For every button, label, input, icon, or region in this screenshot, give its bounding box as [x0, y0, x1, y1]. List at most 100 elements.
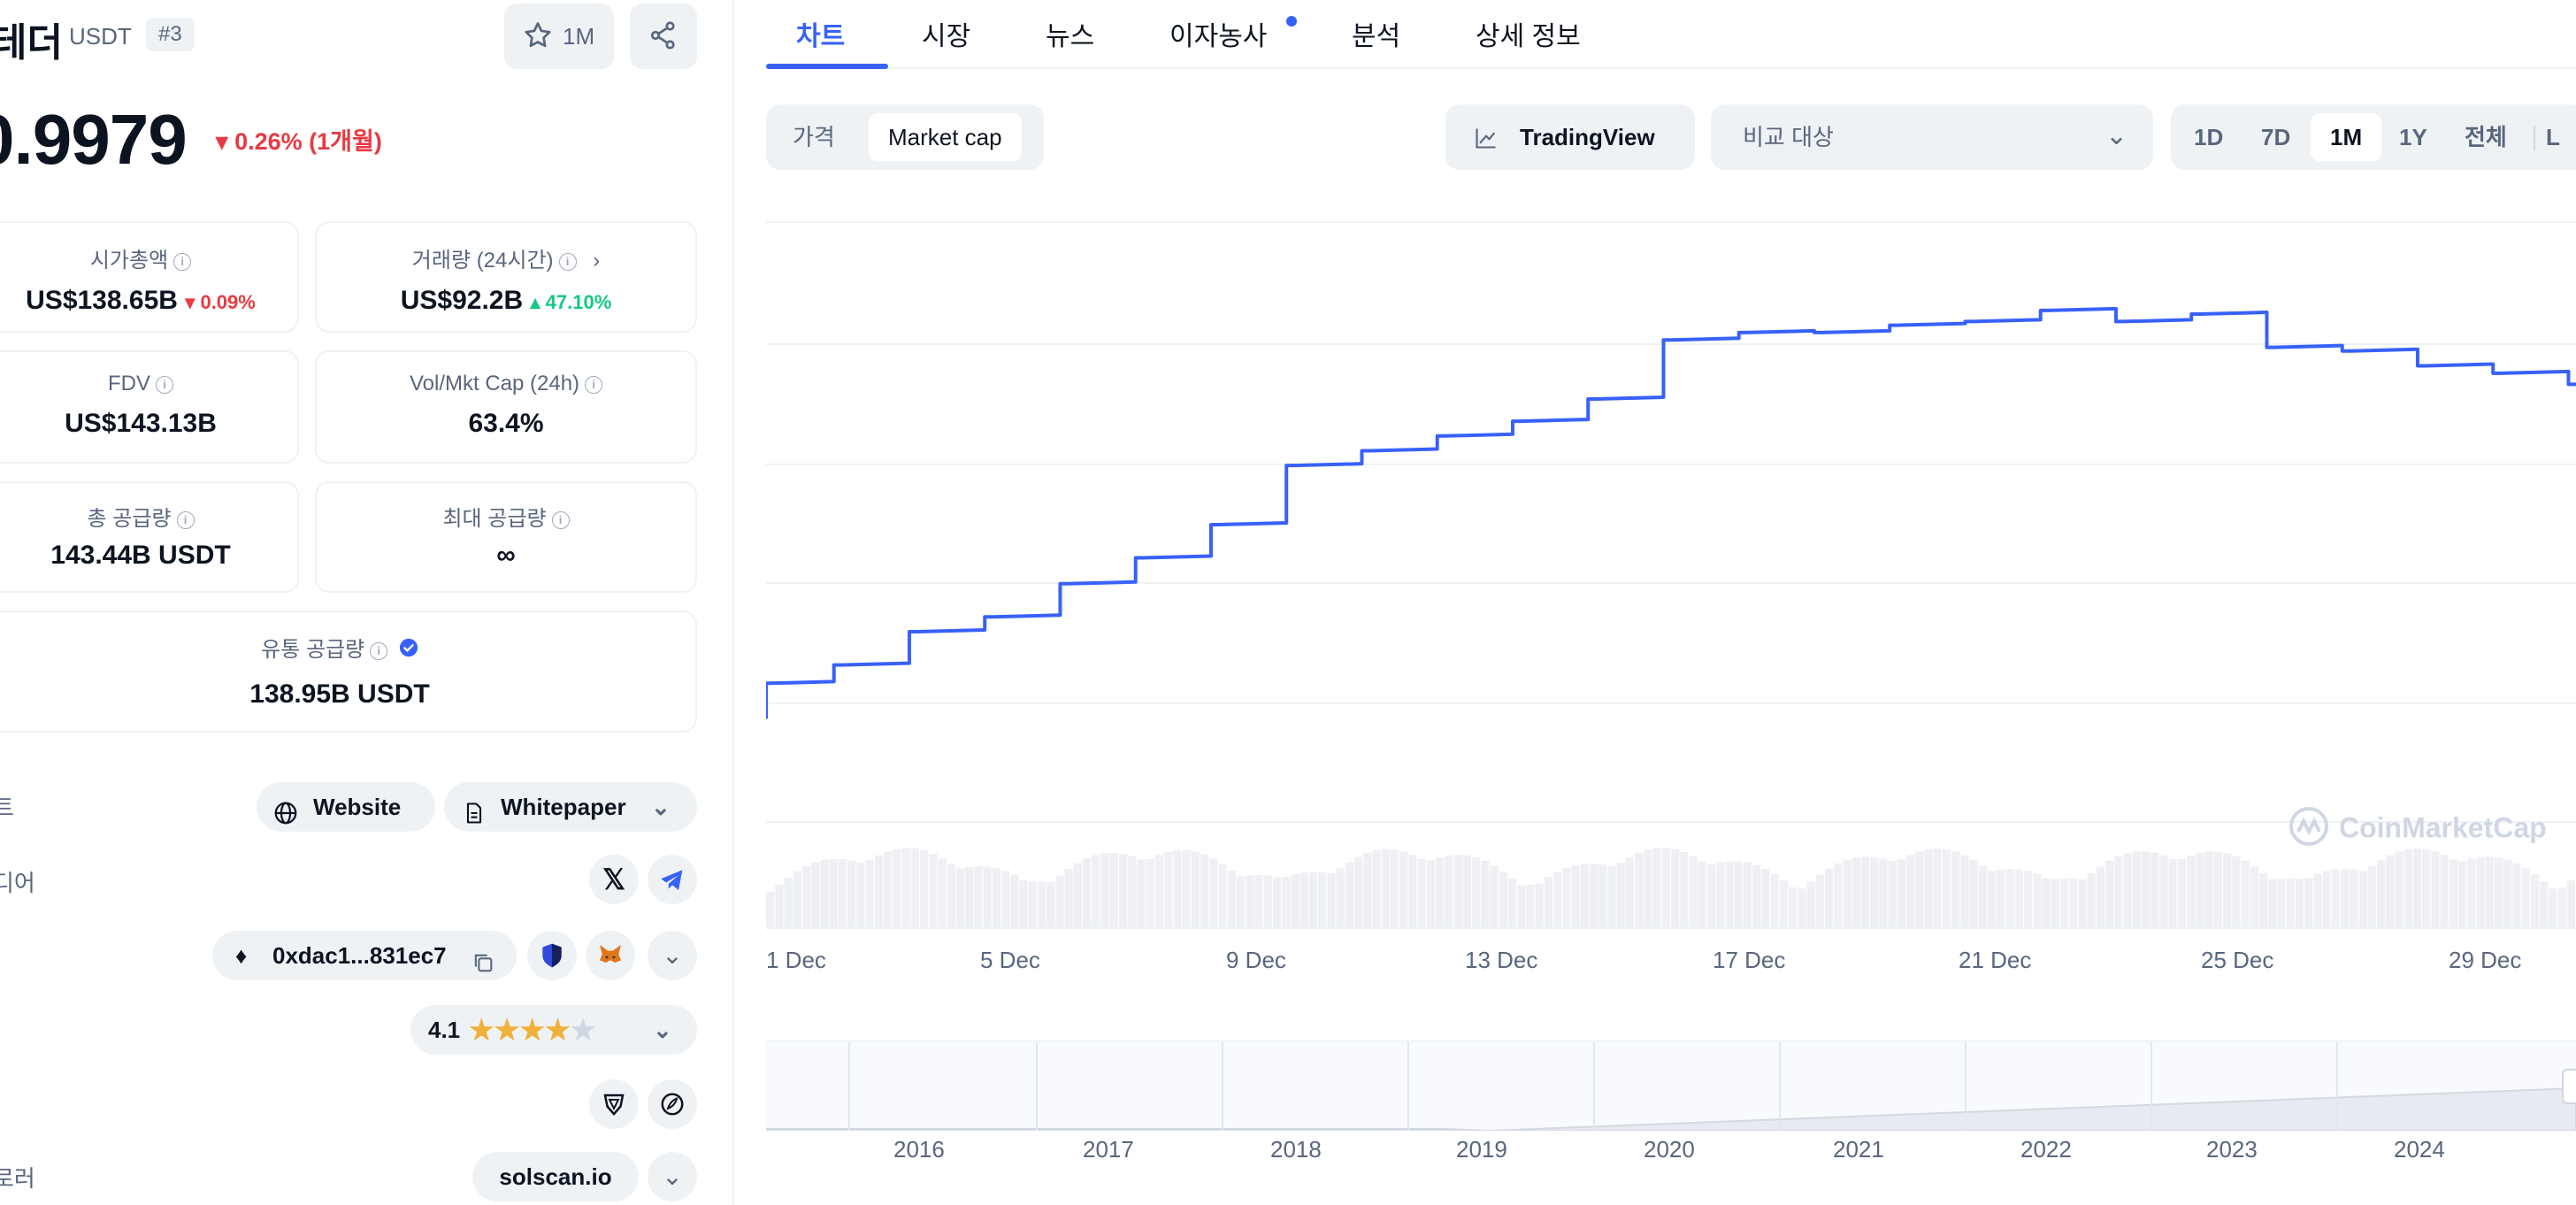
circulating-supply-label: 유통 공급량	[261, 638, 365, 662]
volume-bar	[2395, 851, 2404, 927]
range-1y[interactable]: 1Y	[2399, 124, 2427, 150]
range-1d[interactable]: 1D	[2194, 124, 2224, 150]
share-button[interactable]	[630, 4, 697, 69]
volume-bar	[1815, 874, 1824, 927]
range-all[interactable]: 전체	[2465, 124, 2507, 150]
volume-bar	[1517, 885, 1526, 927]
volume-bar	[2521, 868, 2530, 927]
volume-bar	[2123, 853, 2132, 927]
volume-bar	[1625, 856, 1635, 927]
website-button[interactable]: Website	[257, 782, 435, 832]
share-icon	[648, 19, 679, 56]
x-tick: 9 Dec	[1226, 947, 1286, 973]
volume-bar	[1553, 871, 1562, 927]
chevron-down-icon[interactable]: ⌄	[648, 931, 697, 980]
volume-bar	[1055, 875, 1064, 927]
volume-bar	[2512, 863, 2521, 927]
volume-bar	[2304, 878, 2313, 927]
social-row-label: 디어	[0, 870, 35, 896]
panel-divider	[732, 0, 734, 1205]
compare-select[interactable]: 비교 대상 ⌄	[1711, 104, 2153, 170]
volume-bar	[865, 860, 874, 927]
volume-bar	[2042, 878, 2051, 927]
rating-button[interactable]: 4.1 ★★★★★ ⌄	[410, 1005, 697, 1055]
info-icon[interactable]: i	[176, 510, 195, 529]
volume-bar	[1118, 854, 1128, 927]
info-icon[interactable]: i	[156, 375, 173, 394]
telegram-icon[interactable]	[648, 855, 697, 904]
market-cap-tab[interactable]: Market cap	[869, 113, 1022, 161]
navigator[interactable]	[766, 1040, 2576, 1131]
contract-address-button[interactable]: ♦ 0xdac1...831ec7	[212, 931, 517, 980]
volume-bar	[2440, 855, 2449, 927]
volume-bar	[784, 877, 793, 927]
volume-bar	[2549, 888, 2557, 927]
coin-name: 테더	[0, 21, 63, 65]
volume-bar	[2557, 887, 2566, 927]
volume-bar	[1499, 871, 1507, 927]
volume-bar	[2159, 855, 2168, 927]
navigator-handle[interactable]	[2562, 1069, 2576, 1104]
range-1m[interactable]: 1M	[2311, 113, 2382, 161]
x-twitter-icon[interactable]: 𝕏	[589, 855, 639, 904]
vol-mktcap-label: Vol/Mkt Cap (24h)	[409, 372, 580, 395]
watermark-text: CoinMarketCap	[2339, 811, 2547, 844]
volume-bar	[2114, 856, 2123, 927]
volume-bar	[1490, 865, 1499, 927]
volume-bar	[893, 848, 901, 927]
x-tick: 21 Dec	[1959, 947, 2032, 973]
vol-mktcap-value: 63.4%	[468, 409, 544, 438]
volume-bar	[1824, 868, 1834, 927]
market-cap-chart[interactable]	[766, 221, 2576, 929]
volume-bar	[1272, 877, 1282, 927]
tab-yield[interactable]: 이자농사	[1169, 22, 1268, 51]
volume-bar	[2069, 878, 2078, 927]
year-tick: 2020	[1644, 1136, 1695, 1163]
volume-bar	[1652, 848, 1661, 927]
volume-bar	[1481, 860, 1490, 927]
volume-bar	[1308, 871, 1318, 927]
volume-bar	[1698, 861, 1706, 927]
info-icon[interactable]: i	[585, 375, 603, 394]
volume-bar	[1897, 859, 1905, 927]
rating-stars: ★★★★★	[469, 1014, 596, 1046]
info-icon[interactable]: i	[173, 252, 192, 271]
shield-icon[interactable]	[527, 931, 577, 980]
volume-card[interactable]: 거래량 (24시간) i › US$92.2B ▴ 47.10%	[315, 221, 697, 333]
tab-details[interactable]: 상세 정보	[1476, 22, 1581, 51]
volume-bar	[2449, 859, 2458, 927]
info-icon[interactable]: i	[370, 641, 388, 660]
audit-check-icon[interactable]	[648, 1079, 697, 1129]
volume-bar	[1327, 873, 1336, 927]
tab-analysis[interactable]: 분석	[1352, 22, 1401, 51]
year-tick: 2022	[2020, 1136, 2072, 1163]
tradingview-button[interactable]: TradingView	[1445, 104, 1695, 170]
watchlist-button[interactable]: 1M	[504, 4, 614, 69]
copy-icon[interactable]	[471, 942, 495, 992]
range-log[interactable]: L	[2546, 124, 2560, 150]
triangle-down-icon: ▾	[216, 128, 228, 155]
triangle-down-icon: ▾	[185, 291, 196, 313]
price-tab[interactable]: 가격	[793, 124, 835, 150]
volume-bar	[1978, 865, 1988, 927]
info-icon[interactable]: i	[551, 510, 570, 529]
volume-bar	[1671, 848, 1680, 927]
volume-bar	[2431, 851, 2440, 927]
ethereum-icon: ♦	[235, 942, 248, 969]
volume-bar	[1462, 855, 1471, 927]
metamask-icon[interactable]	[586, 931, 635, 980]
tab-chart[interactable]: 차트	[796, 22, 846, 51]
chart-top-border	[766, 221, 2576, 223]
tabs-underline	[766, 67, 2576, 69]
range-7d[interactable]: 7D	[2261, 124, 2291, 150]
info-icon[interactable]: i	[558, 252, 577, 271]
whitepaper-button[interactable]: Whitepaper ⌄	[444, 782, 697, 832]
volume-bar	[1879, 858, 1888, 927]
chevron-down-icon[interactable]: ⌄	[648, 1152, 697, 1201]
volume-bar	[1716, 862, 1725, 927]
volume-bar	[910, 848, 919, 927]
tab-news[interactable]: 뉴스	[1046, 22, 1095, 51]
audit-shield-icon[interactable]	[589, 1079, 639, 1129]
tab-markets[interactable]: 시장	[922, 22, 971, 51]
explorer-button[interactable]: solscan.io	[472, 1152, 639, 1201]
